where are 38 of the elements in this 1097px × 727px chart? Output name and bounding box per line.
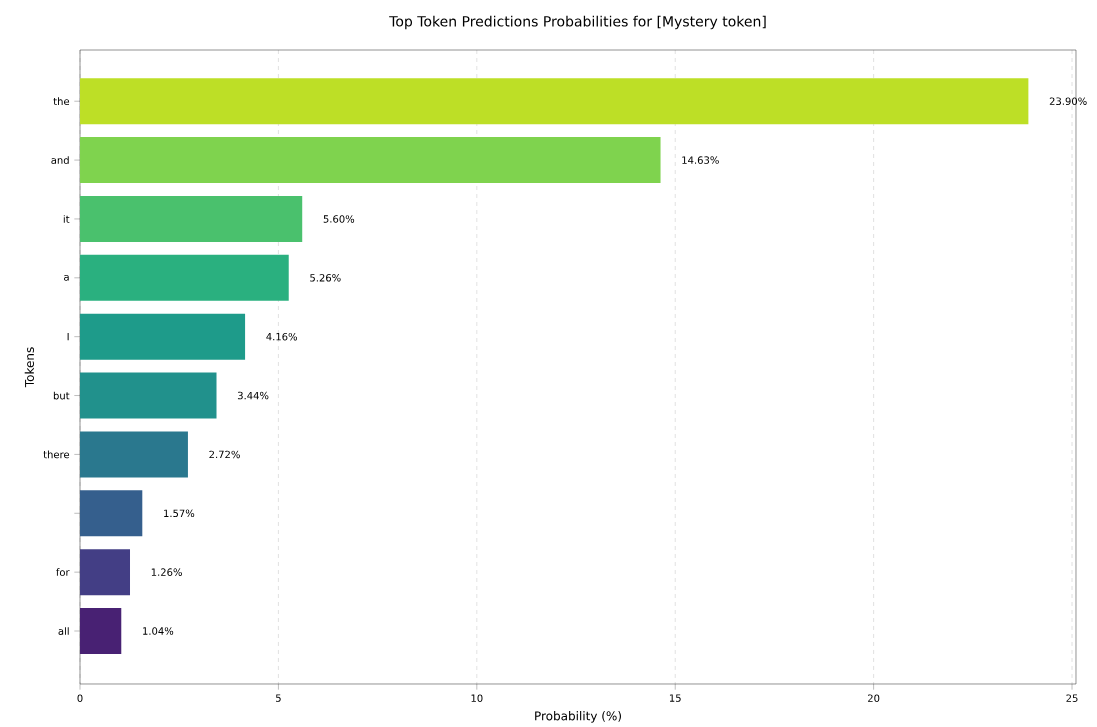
y-tick-label: I [67, 332, 69, 341]
y-tick-label: all [58, 627, 69, 635]
x-tick-label: 15 [669, 694, 681, 702]
data-label: 5.60% [323, 215, 355, 223]
bar [80, 137, 661, 183]
bar [80, 431, 188, 478]
data-label: 2.72% [209, 450, 240, 459]
x-tick-label: 0 [77, 694, 83, 702]
y-tick-label: the [53, 97, 70, 106]
x-tick-label: 25 [1066, 694, 1078, 702]
data-label: 1.57% [164, 509, 195, 517]
bar [80, 372, 217, 419]
data-label: 4.16% [266, 332, 297, 341]
bar [80, 549, 131, 596]
bar [80, 313, 246, 360]
y-tick-label: for [56, 568, 70, 576]
x-tick-label: 20 [868, 694, 880, 702]
x-tick-label: 10 [471, 694, 483, 702]
y-tick-label: it [63, 215, 70, 223]
y-tick-label: a [64, 274, 69, 281]
bar [80, 490, 143, 537]
x-axis-title: Probability (%) [535, 711, 621, 723]
y-tick-label: but [53, 391, 70, 400]
y-axis-title: Tokens [24, 347, 34, 388]
y-tick-label: and [51, 156, 69, 164]
data-label: 3.44% [237, 391, 269, 400]
chart-title: Top Token Predictions Probabilities for [Mystery token] [389, 15, 766, 30]
data-label: 14.63% [682, 156, 719, 164]
data-label: 1.26% [151, 568, 182, 576]
bar [80, 607, 122, 654]
y-tick-label: there [43, 450, 70, 459]
bar [80, 195, 303, 242]
bar [80, 78, 1029, 125]
data-label: 23.90% [1049, 97, 1087, 105]
data-label: 5.26% [310, 273, 341, 282]
x-tick-label: 5 [276, 694, 281, 702]
data-label: 1.04% [143, 627, 174, 635]
bar [80, 254, 289, 301]
